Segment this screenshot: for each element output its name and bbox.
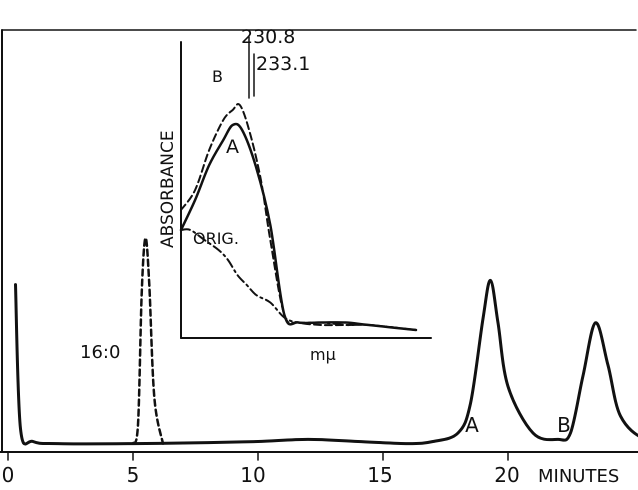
inset-label-a: A bbox=[226, 136, 239, 158]
inset-series-a-line bbox=[179, 122, 418, 332]
x-tick-label: 10 bbox=[240, 463, 265, 487]
annotation-230-8: 230.8 bbox=[241, 26, 295, 48]
peak-label-16-0: 16:0 bbox=[80, 342, 120, 363]
x-tick-labels: 0 5 10 15 20 bbox=[2, 463, 520, 487]
inset-label-b: B bbox=[212, 67, 223, 86]
peak-label-b: B bbox=[557, 413, 571, 437]
x-tick-label: 20 bbox=[494, 463, 519, 487]
inset-background bbox=[181, 38, 431, 338]
annotation-233-1: 233.1 bbox=[256, 53, 310, 75]
peak-label-a: A bbox=[465, 413, 479, 437]
chromatogram-chart: 0 5 10 15 20 MINUTES 16:0 A B bbox=[0, 29, 638, 487]
inset-label-orig: ORIG. bbox=[193, 229, 239, 248]
x-axis-title: MINUTES bbox=[538, 466, 619, 487]
inset-series-orig-line bbox=[180, 228, 417, 331]
x-tick-label: 5 bbox=[127, 463, 140, 487]
chromatogram-dashed-trace bbox=[131, 236, 165, 445]
inset-x-axis-title: mμ bbox=[310, 345, 336, 364]
inset-absorbance-chart: ABSORBANCE mμ 230.8 233.1 B A ORIG. bbox=[158, 26, 432, 364]
inset-y-axis-title: ABSORBANCE bbox=[158, 130, 178, 248]
x-tick-label: 15 bbox=[367, 463, 392, 487]
x-tick-marks bbox=[7, 451, 509, 461]
x-tick-label: 0 bbox=[2, 463, 15, 487]
